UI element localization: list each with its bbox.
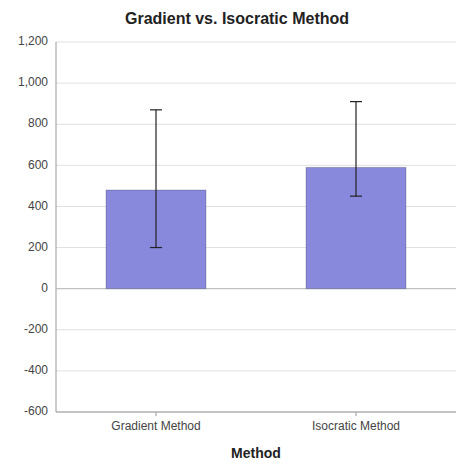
x-axis-line xyxy=(56,412,456,413)
error-bar-cap xyxy=(350,101,362,102)
grid-line xyxy=(56,42,456,43)
y-axis: -600 -400 -200 0 200 400 600 800 1,000 1,200 xyxy=(18,34,48,418)
grid-line xyxy=(56,83,456,84)
x-tick-label: Gradient Method xyxy=(111,419,200,433)
y-tick-label: -200 xyxy=(24,322,48,336)
error-bar xyxy=(150,110,162,248)
error-bar-cap xyxy=(350,196,362,197)
y-tick-label: 0 xyxy=(41,281,48,295)
x-tick-label: Isocratic Method xyxy=(312,419,400,433)
error-bar-cap xyxy=(150,247,162,248)
error-bar-stem xyxy=(155,110,156,248)
chart: -600 -400 -200 0 200 400 600 800 1,000 1,200 Gradi… xyxy=(0,0,474,474)
grid-line xyxy=(56,329,456,330)
grid-line xyxy=(56,370,456,371)
chart-container: -600 -400 -200 0 200 400 600 800 1,000 1,200 Gradi… xyxy=(0,0,474,474)
x-axis: Gradient Method Isocratic Method xyxy=(111,412,400,433)
grid-line xyxy=(56,124,456,125)
y-tick-label: 600 xyxy=(28,158,48,172)
marks xyxy=(106,102,406,289)
error-bar-cap xyxy=(150,109,162,110)
error-bar xyxy=(350,102,362,197)
y-axis-line xyxy=(56,42,57,412)
y-tick-label: 400 xyxy=(28,199,48,213)
y-tick-label: 1,000 xyxy=(18,75,48,89)
x-tick xyxy=(156,412,157,416)
y-tick-label: -600 xyxy=(24,404,48,418)
title: Gradient vs. Isocratic Method xyxy=(125,10,349,27)
grid-line xyxy=(56,165,456,166)
y-tick-label: 1,200 xyxy=(18,34,48,48)
grid xyxy=(56,42,456,412)
grid-line xyxy=(56,412,456,413)
x-tick xyxy=(356,412,357,416)
x-axis-label: Method xyxy=(231,445,281,461)
y-tick-label: 800 xyxy=(28,116,48,130)
error-bar-stem xyxy=(355,102,356,197)
y-tick-label: -400 xyxy=(24,363,48,377)
y-tick-label: 200 xyxy=(28,240,48,254)
